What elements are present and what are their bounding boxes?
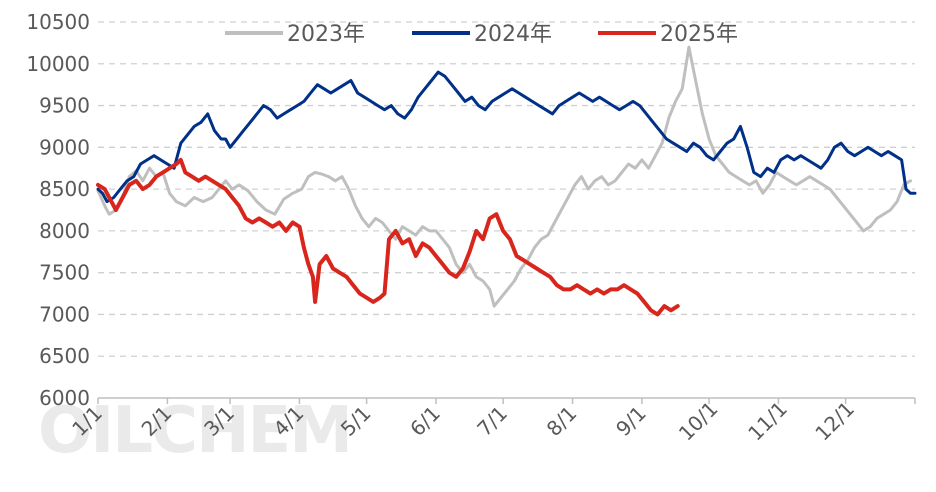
gridlines <box>98 21 915 357</box>
y-tick-label: 6500 <box>39 344 90 368</box>
y-tick-label: 9500 <box>39 94 90 118</box>
y-tick-label: 9000 <box>39 135 90 159</box>
x-tick-label: 7/1 <box>472 401 512 441</box>
y-tick-label: 10000 <box>26 52 90 76</box>
x-tick-label: 11/1 <box>743 397 792 446</box>
y-tick-label: 8000 <box>39 219 90 243</box>
legend-label-0: 2023年 <box>287 22 365 47</box>
legend-label-2: 2025年 <box>660 22 738 47</box>
y-tick-label: 6000 <box>39 386 90 410</box>
watermark: OILCHEM <box>38 394 351 468</box>
x-tick-label: 10/1 <box>674 397 723 446</box>
y-tick-label: 7000 <box>39 302 90 326</box>
legend: 2023年 2024年 2025年 <box>225 22 738 47</box>
y-axis: 6000 6500 7000 7500 8000 8500 9000 9500 10000 105… <box>26 10 90 410</box>
y-tick-label: 10500 <box>26 10 90 34</box>
x-tick-label: 12/1 <box>810 397 859 446</box>
x-tick-label: 6/1 <box>405 401 445 441</box>
series-line-1 <box>96 70 917 204</box>
y-tick-label: 8500 <box>39 177 90 201</box>
x-tick-label: 9/1 <box>611 401 651 441</box>
series-line-2 <box>96 157 680 317</box>
legend-label-1: 2024年 <box>474 22 552 47</box>
series-line-0 <box>96 45 912 308</box>
x-tick-label: 8/1 <box>542 401 582 441</box>
y-tick-label: 7500 <box>39 261 90 285</box>
series-lines <box>96 45 917 317</box>
